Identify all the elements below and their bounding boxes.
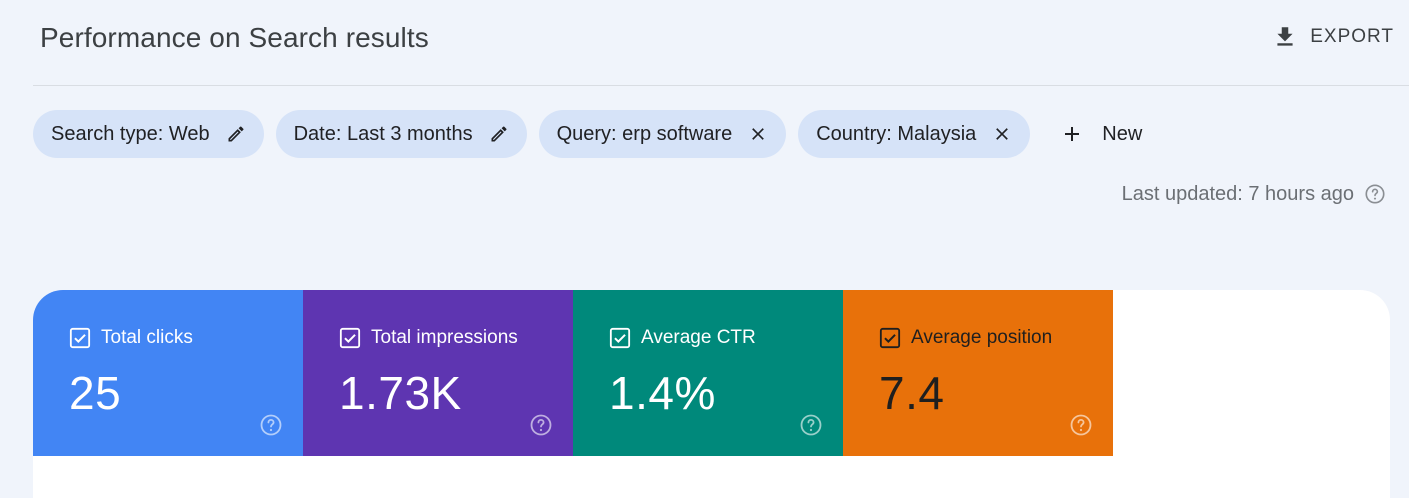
filter-chip-label: Query: erp software xyxy=(556,122,733,145)
metric-card-total-clicks[interactable]: Total clicks 25 xyxy=(33,290,303,456)
metric-card-header: Average position xyxy=(879,327,1052,349)
metric-cards: Total clicks 25 Total impressions xyxy=(33,290,1113,456)
metric-value: 25 xyxy=(69,367,122,419)
help-icon[interactable] xyxy=(1069,413,1093,437)
export-button[interactable]: EXPORT xyxy=(1272,20,1394,54)
new-filter-button[interactable]: New xyxy=(1060,122,1142,146)
metric-label: Total impressions xyxy=(371,327,518,348)
checkbox-checked-icon[interactable] xyxy=(339,327,361,349)
metric-card-average-position[interactable]: Average position 7.4 xyxy=(843,290,1113,456)
checkbox-checked-icon[interactable] xyxy=(609,327,631,349)
page-header: Performance on Search results EXPORT xyxy=(33,0,1409,86)
filter-chip-search-type[interactable]: Search type: Web xyxy=(33,110,264,158)
metric-card-header: Total impressions xyxy=(339,327,518,349)
last-updated-status: Last updated: 7 hours ago xyxy=(1122,180,1386,208)
close-icon[interactable] xyxy=(748,124,768,144)
export-label: EXPORT xyxy=(1310,26,1394,47)
new-filter-label: New xyxy=(1102,122,1143,145)
filter-bar: Search type: Web Date: Last 3 months Que… xyxy=(33,110,1142,158)
metric-card-total-impressions[interactable]: Total impressions 1.73K xyxy=(303,290,573,456)
edit-icon[interactable] xyxy=(489,124,509,144)
help-icon[interactable] xyxy=(799,413,823,437)
filter-chip-query[interactable]: Query: erp software xyxy=(538,110,787,158)
help-icon[interactable] xyxy=(1364,183,1386,205)
filter-chip-label: Search type: Web xyxy=(51,122,210,145)
page-title: Performance on Search results xyxy=(40,22,429,53)
edit-icon[interactable] xyxy=(226,124,246,144)
filter-chip-label: Date: Last 3 months xyxy=(293,122,473,145)
checkbox-checked-icon[interactable] xyxy=(69,327,91,349)
filter-chip-label: Country: Malaysia xyxy=(816,122,977,145)
metrics-panel: Total clicks 25 Total impressions xyxy=(33,290,1390,498)
plus-icon xyxy=(1065,127,1080,141)
checkbox-checked-icon[interactable] xyxy=(879,327,901,349)
help-icon[interactable] xyxy=(529,413,553,437)
help-icon[interactable] xyxy=(259,413,283,437)
metric-card-header: Average CTR xyxy=(609,327,756,349)
metric-value: 1.73K xyxy=(339,367,462,419)
download-icon xyxy=(1277,27,1293,46)
last-updated-text: Last updated: 7 hours ago xyxy=(1121,182,1354,205)
metric-label: Average CTR xyxy=(641,327,756,348)
close-icon[interactable] xyxy=(992,124,1012,144)
metric-value: 1.4% xyxy=(609,367,716,419)
filter-chip-date[interactable]: Date: Last 3 months xyxy=(275,110,527,158)
metric-value: 7.4 xyxy=(879,367,945,419)
metric-card-header: Total clicks xyxy=(69,327,193,349)
metric-label: Total clicks xyxy=(101,327,193,348)
metric-label: Average position xyxy=(911,327,1053,348)
metric-card-average-ctr[interactable]: Average CTR 1.4% xyxy=(573,290,843,456)
filter-chip-country[interactable]: Country: Malaysia xyxy=(798,110,1031,158)
